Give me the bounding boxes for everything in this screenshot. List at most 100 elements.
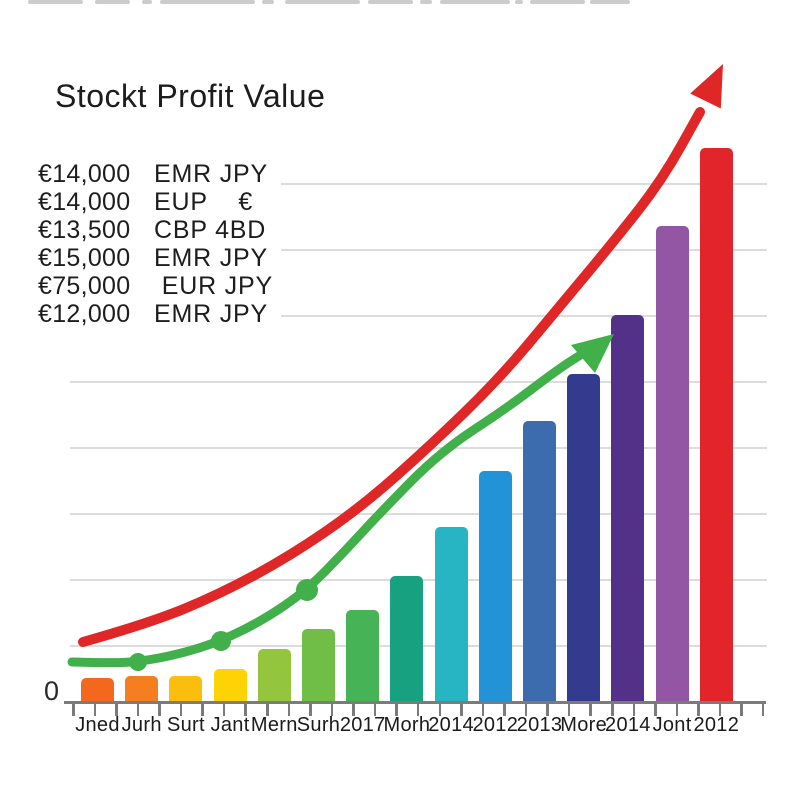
green-trend-arrow-point-marker: [211, 631, 231, 651]
cropped-text-fragment: [590, 0, 630, 4]
axis-tick: [309, 703, 312, 716]
bar: [346, 610, 380, 703]
cropped-text-fragment: [530, 0, 585, 4]
x-axis-label: Jurh: [121, 714, 162, 736]
bar: [213, 669, 247, 703]
x-axis-label: More: [560, 714, 608, 736]
axis-tick: [158, 703, 161, 716]
legend-row: €75,000 EUR JPY: [38, 272, 273, 300]
bar: [434, 527, 468, 703]
axis-tick: [740, 703, 743, 716]
legend-currency-code: EMR JPY: [154, 243, 268, 272]
axis-tick: [438, 703, 442, 716]
currency-legend: €14,000 EMR JPY €14,000 EUP € €13,500 CBP 4BD…: [36, 160, 281, 330]
axis-tick: [567, 703, 571, 716]
axis-tick: [266, 703, 269, 716]
bar: [302, 629, 335, 703]
axis-tick: [524, 703, 528, 716]
x-axis-label: Surh: [296, 714, 341, 736]
green-trend-arrow-point-marker: [129, 653, 147, 671]
cropped-text-fragment: [262, 0, 274, 4]
bar: [655, 226, 689, 703]
legend-row: €14,000 EMR JPY: [38, 160, 273, 188]
x-axis-label: 2012: [693, 714, 740, 736]
axis-tick: [718, 703, 722, 716]
x-axis-label: Jont: [652, 714, 692, 736]
axis-tick: [589, 703, 592, 716]
legend-currency-code: EMR JPY: [154, 159, 268, 188]
axis-tick: [416, 703, 420, 716]
axis-tick: [460, 703, 463, 716]
axis-tick: [697, 703, 700, 716]
cropped-text-fragment: [440, 0, 510, 4]
bar: [523, 421, 556, 703]
axis-tick: [373, 703, 377, 716]
axis-tick: [330, 703, 334, 716]
bar: [125, 676, 159, 703]
cropped-top-text-artifact: [0, 0, 800, 8]
legend-amount: €15,000: [38, 243, 131, 272]
legend-row: €12,000 EMR JPY: [38, 300, 273, 328]
cropped-text-fragment: [160, 0, 255, 4]
axis-tick: [546, 703, 549, 716]
green-trend-arrow-point-marker: [296, 579, 318, 601]
bar: [169, 676, 203, 703]
axis-tick: [611, 703, 614, 716]
bar: [699, 148, 733, 703]
x-axis-label: Morh: [383, 714, 431, 736]
legend-amount: €14,000: [38, 187, 131, 216]
x-axis-line: [64, 701, 766, 704]
legend-row: €14,000 EUP €: [38, 188, 273, 216]
legend-row: €13,500 CBP 4BD: [38, 216, 273, 244]
legend-currency-code: EMR JPY: [154, 299, 268, 328]
axis-tick: [761, 703, 765, 716]
legend-amount: €13,500: [38, 215, 131, 244]
axis-tick: [395, 703, 398, 716]
axis-tick: [287, 703, 291, 716]
x-axis-label: 2014: [605, 714, 651, 736]
bar: [478, 471, 512, 703]
axis-tick: [179, 703, 183, 716]
legend-currency-code: EUR JPY: [154, 271, 273, 300]
legend-currency-code: EUP €: [154, 187, 254, 216]
x-axis-label: Jant: [210, 714, 250, 736]
bar: [390, 576, 424, 703]
x-axis-label: Mern: [250, 714, 298, 736]
cropped-text-fragment: [420, 0, 432, 4]
axis-tick: [654, 703, 657, 716]
cropped-text-fragment: [28, 0, 83, 4]
axis-tick: [632, 703, 636, 716]
axis-tick: [72, 703, 75, 716]
axis-tick: [352, 703, 355, 716]
cropped-text-fragment: [142, 0, 152, 4]
cropped-text-fragment: [95, 0, 130, 4]
x-axis-label: Surt: [166, 714, 205, 736]
red-trend-arrow-head: [690, 64, 723, 109]
axis-tick: [481, 703, 485, 716]
bar: [257, 649, 291, 703]
x-axis-label: 2012: [472, 714, 519, 736]
bar: [567, 374, 601, 703]
cropped-text-fragment: [285, 0, 360, 4]
x-axis-label: 2017: [339, 714, 386, 736]
legend-row: €15,000 EMR JPY: [38, 244, 273, 272]
axis-tick: [201, 703, 204, 716]
axis-tick: [136, 703, 140, 716]
legend-amount: €14,000: [38, 159, 131, 188]
bar: [611, 315, 645, 703]
bar: [81, 678, 114, 703]
cropped-text-fragment: [515, 0, 523, 4]
green-trend-arrow-head: [571, 334, 614, 373]
x-axis-label: 2013: [516, 714, 563, 736]
x-axis-label: Jned: [75, 714, 120, 736]
axis-tick: [503, 703, 506, 716]
axis-tick: [244, 703, 247, 716]
cropped-text-fragment: [368, 0, 413, 4]
legend-amount: €75,000: [38, 271, 131, 300]
x-axis-label: 2014: [428, 714, 474, 736]
axis-tick: [675, 703, 679, 716]
axis-tick: [115, 703, 118, 716]
legend-currency-code: CBP 4BD: [154, 215, 267, 244]
